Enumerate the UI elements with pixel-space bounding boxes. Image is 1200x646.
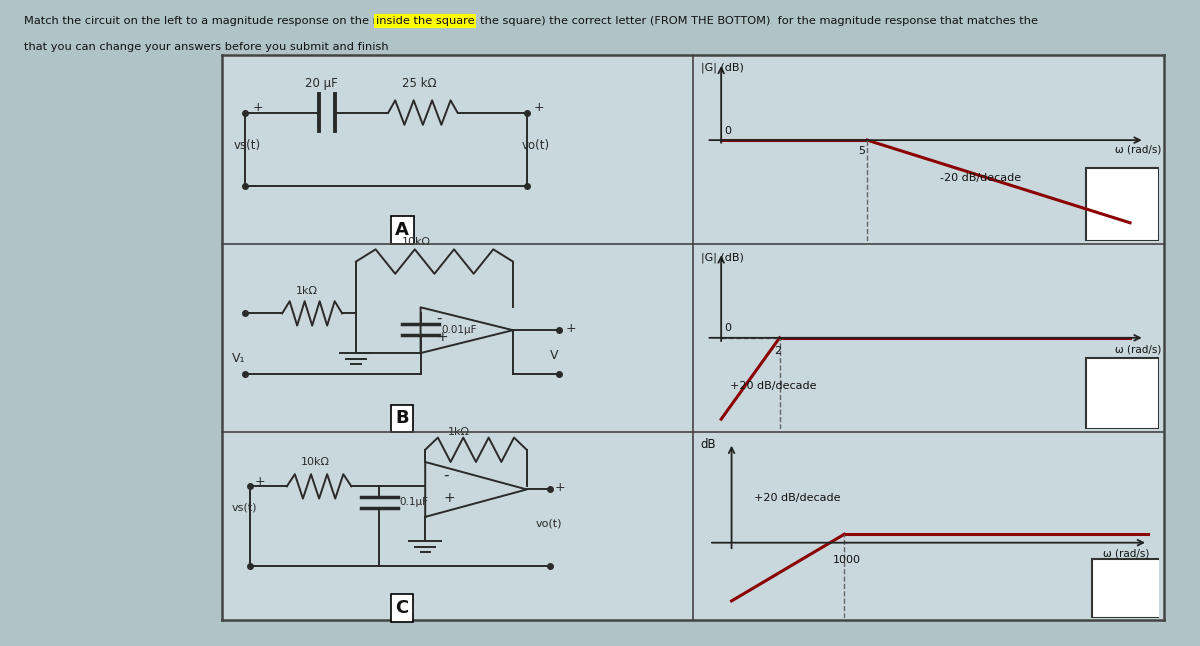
Text: vs(t): vs(t) <box>234 140 260 152</box>
Text: V₁: V₁ <box>232 352 245 365</box>
Text: Match the circuit on the left to a magnitude response on the right. Drag (inside: Match the circuit on the left to a magni… <box>24 16 1038 26</box>
Text: 10kΩ: 10kΩ <box>301 457 330 467</box>
Text: 1000: 1000 <box>833 555 860 565</box>
Text: dB: dB <box>700 438 715 451</box>
Text: +20 dB/decade: +20 dB/decade <box>730 380 816 391</box>
Text: +: + <box>534 101 545 114</box>
Text: B: B <box>395 410 409 427</box>
Text: 2: 2 <box>774 346 781 356</box>
Text: 0: 0 <box>724 323 731 333</box>
Text: vs(t): vs(t) <box>232 503 257 513</box>
Text: C: C <box>396 599 409 617</box>
Text: +: + <box>254 475 265 488</box>
Text: A: A <box>395 221 409 239</box>
FancyBboxPatch shape <box>1086 358 1159 430</box>
Text: +: + <box>252 101 263 114</box>
Text: ω (rad/s): ω (rad/s) <box>1115 344 1162 354</box>
Text: |G| (dB): |G| (dB) <box>701 63 744 73</box>
Text: +: + <box>437 330 449 344</box>
FancyBboxPatch shape <box>1092 559 1170 618</box>
FancyBboxPatch shape <box>1086 168 1159 241</box>
Text: 10kΩ: 10kΩ <box>402 237 431 247</box>
Text: -20 dB/decade: -20 dB/decade <box>940 172 1021 183</box>
Text: inside the square: inside the square <box>376 16 474 26</box>
Text: 1kΩ: 1kΩ <box>296 286 318 296</box>
Text: 25 kΩ: 25 kΩ <box>402 77 437 90</box>
Text: +: + <box>566 322 576 335</box>
Text: 0: 0 <box>724 126 731 136</box>
Text: 0.1μF: 0.1μF <box>400 497 428 506</box>
Text: 0.01μF: 0.01μF <box>442 325 476 335</box>
Text: +20 dB/decade: +20 dB/decade <box>754 493 840 503</box>
Text: V: V <box>550 349 558 362</box>
Text: ω (rad/s): ω (rad/s) <box>1115 145 1162 155</box>
Text: +: + <box>554 481 565 494</box>
Text: |G| (dB): |G| (dB) <box>701 253 744 263</box>
Text: -: - <box>437 311 443 326</box>
Text: vo(t): vo(t) <box>522 140 551 152</box>
Text: that you can change your answers before you submit and finish: that you can change your answers before … <box>24 42 389 52</box>
Text: ω (rad/s): ω (rad/s) <box>1103 548 1150 558</box>
Text: vo(t): vo(t) <box>536 518 563 528</box>
Text: +: + <box>444 491 455 505</box>
Text: 5: 5 <box>858 146 865 156</box>
Text: 20 μF: 20 μF <box>305 77 338 90</box>
Text: -: - <box>444 468 449 483</box>
Text: 1kΩ: 1kΩ <box>449 426 470 437</box>
